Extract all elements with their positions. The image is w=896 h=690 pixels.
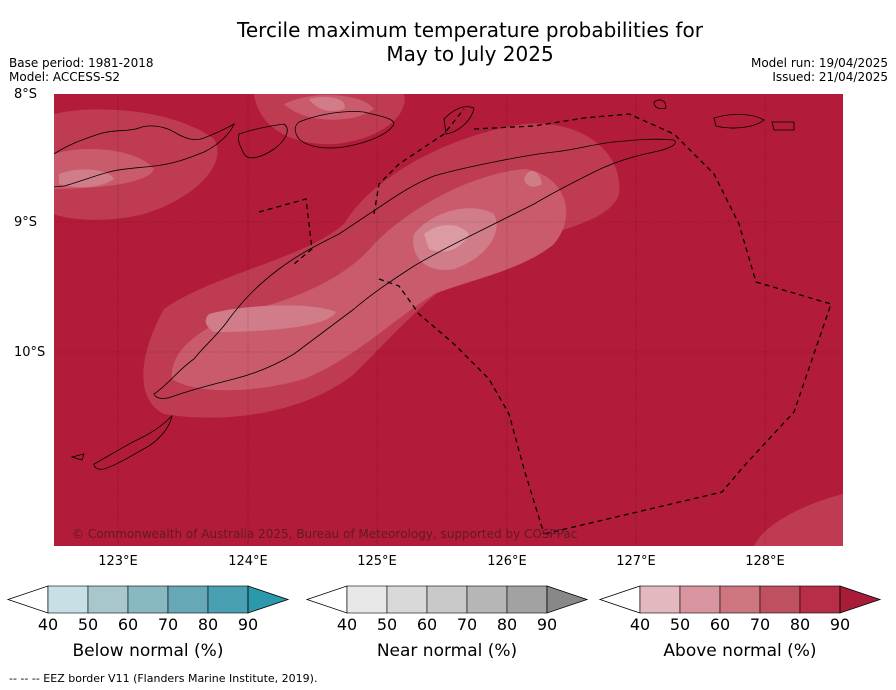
colorbar-extend-low	[305, 585, 348, 614]
colorbar-tick-label: 80	[789, 615, 811, 634]
east-island-2	[771, 121, 795, 131]
lon-label-126e: 126°E	[487, 554, 527, 569]
meta-left: Base period: 1981-2018 Model: ACCESS-S2	[9, 56, 154, 84]
colorbar-segment	[719, 585, 761, 614]
lat-label-10s: 10°S	[14, 345, 46, 360]
title-line-2: May to July 2025	[386, 42, 554, 66]
contour-60-band	[59, 97, 542, 332]
colorbar-above-label: Above normal (%)	[663, 641, 817, 661]
colorbar-segment	[506, 585, 548, 614]
colorbar-tick-label: 90	[536, 615, 558, 634]
model-name: Model: ACCESS-S2	[9, 70, 121, 84]
coastlines	[54, 99, 795, 470]
lat-label-8s: 8°S	[14, 87, 38, 102]
colorbar-segment	[207, 585, 249, 614]
wetar-coast	[653, 99, 667, 110]
colorbar-segment	[386, 585, 428, 614]
colorbar-tick-label: 60	[117, 615, 139, 634]
copyright-text: © Commonwealth of Australia 2025, Bureau…	[72, 527, 577, 541]
colorbar-tick-label: 60	[416, 615, 438, 634]
east-island-1	[713, 114, 765, 129]
colorbar-above	[598, 585, 882, 614]
probability-map: © Commonwealth of Australia 2025, Bureau…	[54, 94, 843, 546]
colorbar-segment	[759, 585, 801, 614]
colorbar-near	[305, 585, 589, 614]
colorbar-tick-label: 80	[496, 615, 518, 634]
colorbar-extend-low	[6, 585, 49, 614]
colorbar-tick-label: 50	[669, 615, 691, 634]
rote-coast	[93, 414, 173, 470]
eez-border	[258, 108, 832, 535]
eez-footnote: -- -- -- EEZ border V11 (Flanders Marine…	[9, 672, 318, 685]
colorbar-segment	[127, 585, 169, 614]
colorbar-tick-label: 90	[829, 615, 851, 634]
meta-right: Model run: 19/04/2025 Issued: 21/04/2025	[751, 56, 888, 84]
atauro-coast	[443, 106, 475, 135]
colorbar-segment	[87, 585, 129, 614]
lon-label-128e: 128°E	[745, 554, 785, 569]
colorbar-extend-high	[839, 585, 882, 614]
colorbar-tick-label: 80	[197, 615, 219, 634]
colorbar-tick-label: 50	[77, 615, 99, 634]
colorbar-tick-label: 70	[157, 615, 179, 634]
colorbar-tick-label: 60	[709, 615, 731, 634]
colorbar-segment	[639, 585, 681, 614]
colorbar-extend-low	[598, 585, 641, 614]
lon-label-123e: 123°E	[98, 554, 138, 569]
colorbar-extend-high	[247, 585, 290, 614]
colorbar-extend-high	[546, 585, 589, 614]
colorbar-tick-label: 50	[376, 615, 398, 634]
colorbar-segment	[426, 585, 468, 614]
issued-date: Issued: 21/04/2025	[772, 70, 888, 84]
colorbar-segment	[799, 585, 841, 614]
colorbars	[6, 585, 882, 614]
colorbar-tick-label: 70	[456, 615, 478, 634]
flores-coast	[54, 123, 235, 188]
lon-label-124e: 124°E	[228, 554, 268, 569]
timor-coast	[153, 138, 676, 399]
lembata-coast	[237, 123, 288, 159]
graticule	[54, 94, 843, 546]
base-period: Base period: 1981-2018	[9, 56, 154, 70]
colorbar-segment	[167, 585, 209, 614]
lon-label-125e: 125°E	[357, 554, 397, 569]
model-run: Model run: 19/04/2025	[750, 56, 888, 70]
lon-label-127e: 127°E	[616, 554, 656, 569]
colorbar-tick-label: 70	[749, 615, 771, 634]
colorbar-tick-label: 40	[37, 615, 59, 634]
title-line-1: Tercile maximum temperature probabilitie…	[237, 18, 703, 42]
sawu-coast	[70, 453, 85, 461]
alor-coast	[294, 111, 395, 149]
lat-label-9s: 9°S	[14, 215, 38, 230]
colorbar-tick-label: 90	[237, 615, 259, 634]
contour-50-band	[424, 225, 469, 252]
colorbar-below-label: Below normal (%)	[72, 641, 224, 661]
colorbar-near-label: Near normal (%)	[376, 641, 518, 661]
colorbar-segment	[346, 585, 388, 614]
colorbar-tick-label: 40	[336, 615, 358, 634]
colorbar-segment	[47, 585, 89, 614]
colorbar-tick-label: 40	[629, 615, 651, 634]
colorbar-segment	[466, 585, 508, 614]
colorbar-below	[6, 585, 290, 614]
chart-title: Tercile maximum temperature probabilitie…	[0, 18, 896, 66]
colorbar-segment	[679, 585, 721, 614]
